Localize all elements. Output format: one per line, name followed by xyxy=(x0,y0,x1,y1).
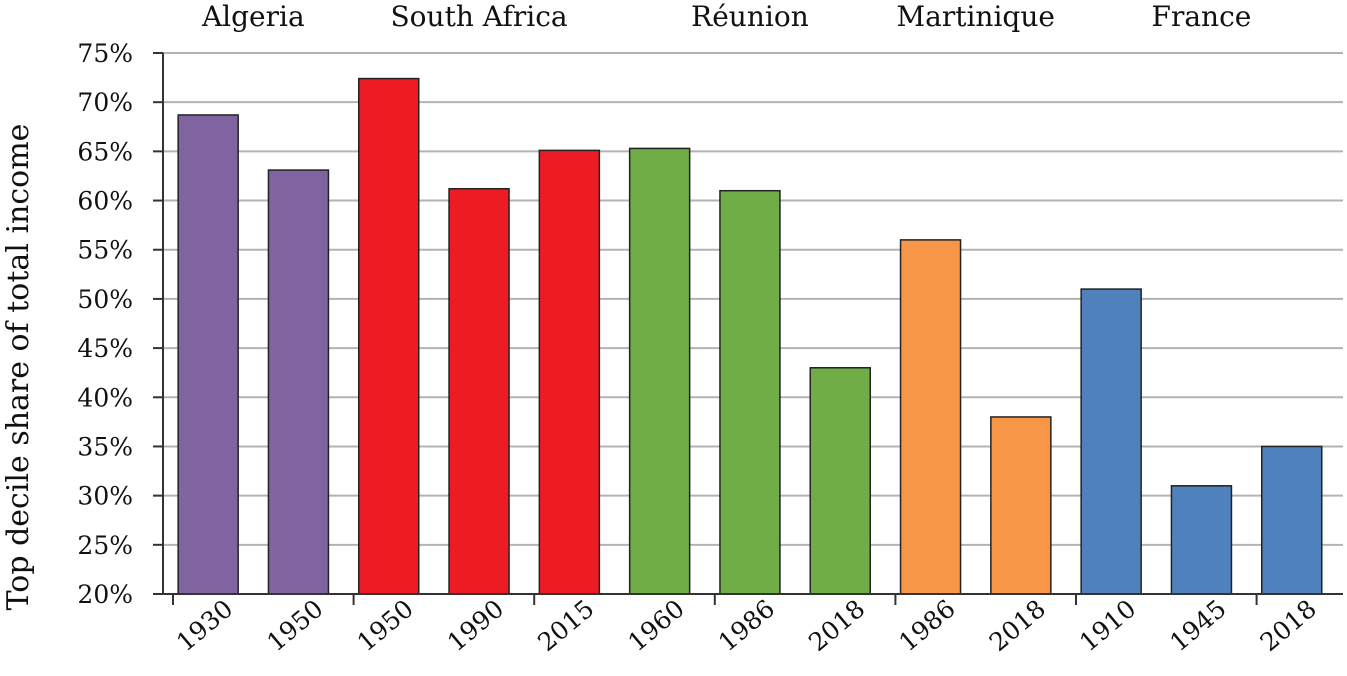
bar-algeria-1930 xyxy=(177,114,239,595)
bar-south-africa-1990 xyxy=(448,187,510,595)
axes xyxy=(153,52,1343,605)
x-tick-label: 1950 xyxy=(261,594,328,657)
bar-martinique-1986 xyxy=(899,239,962,595)
bar-r-union-1986 xyxy=(719,189,781,595)
x-tick-label: 1986 xyxy=(713,594,780,657)
y-tick-label: 25% xyxy=(77,531,133,560)
y-tick-label: 45% xyxy=(77,334,133,363)
y-axis-title: Top decile share of total income xyxy=(1,124,36,611)
bar-france-2018 xyxy=(1261,445,1323,595)
group-label: Réunion xyxy=(691,0,809,33)
bar-r-union-1960 xyxy=(628,147,691,595)
y-tick-label: 35% xyxy=(77,432,133,461)
bar-r-union-2018 xyxy=(809,367,871,595)
bar-france-1910 xyxy=(1080,288,1142,595)
group-label: Martinique xyxy=(896,0,1054,33)
y-tick-label: 65% xyxy=(77,137,133,166)
x-tick-label: 1960 xyxy=(622,594,689,657)
y-tick-label: 60% xyxy=(77,187,133,216)
y-tick-label: 30% xyxy=(77,482,133,511)
x-tick-label: 1910 xyxy=(1074,594,1141,657)
x-tick-label: 1945 xyxy=(1164,594,1231,657)
y-tick-label: 50% xyxy=(77,285,133,314)
y-tick-label: 70% xyxy=(77,88,133,117)
bar-algeria-1950 xyxy=(267,169,330,595)
y-tick-label: 55% xyxy=(77,236,133,265)
x-tick-label: 1986 xyxy=(893,594,960,657)
group-label: Algeria xyxy=(201,0,305,33)
bar-south-africa-2015 xyxy=(538,149,601,595)
x-tick-label: 1930 xyxy=(171,594,238,657)
x-tick-label: 1990 xyxy=(442,594,509,657)
y-tick-label: 20% xyxy=(77,580,133,609)
group-label: France xyxy=(1152,0,1252,33)
bars xyxy=(177,77,1323,595)
y-tick-label: 75% xyxy=(77,39,133,68)
x-tick-label: 2018 xyxy=(803,594,870,657)
y-tick-label: 40% xyxy=(77,383,133,412)
bar-martinique-2018 xyxy=(990,416,1052,595)
group-label: South Africa xyxy=(391,0,568,33)
bar-south-africa-1950 xyxy=(358,77,420,595)
x-tick-label: 1950 xyxy=(352,594,419,657)
x-tick-label: 2015 xyxy=(532,594,599,657)
bar-france-1945 xyxy=(1170,485,1233,595)
x-tick-label: 2018 xyxy=(1255,594,1322,657)
x-tick-label: 2018 xyxy=(984,594,1051,657)
